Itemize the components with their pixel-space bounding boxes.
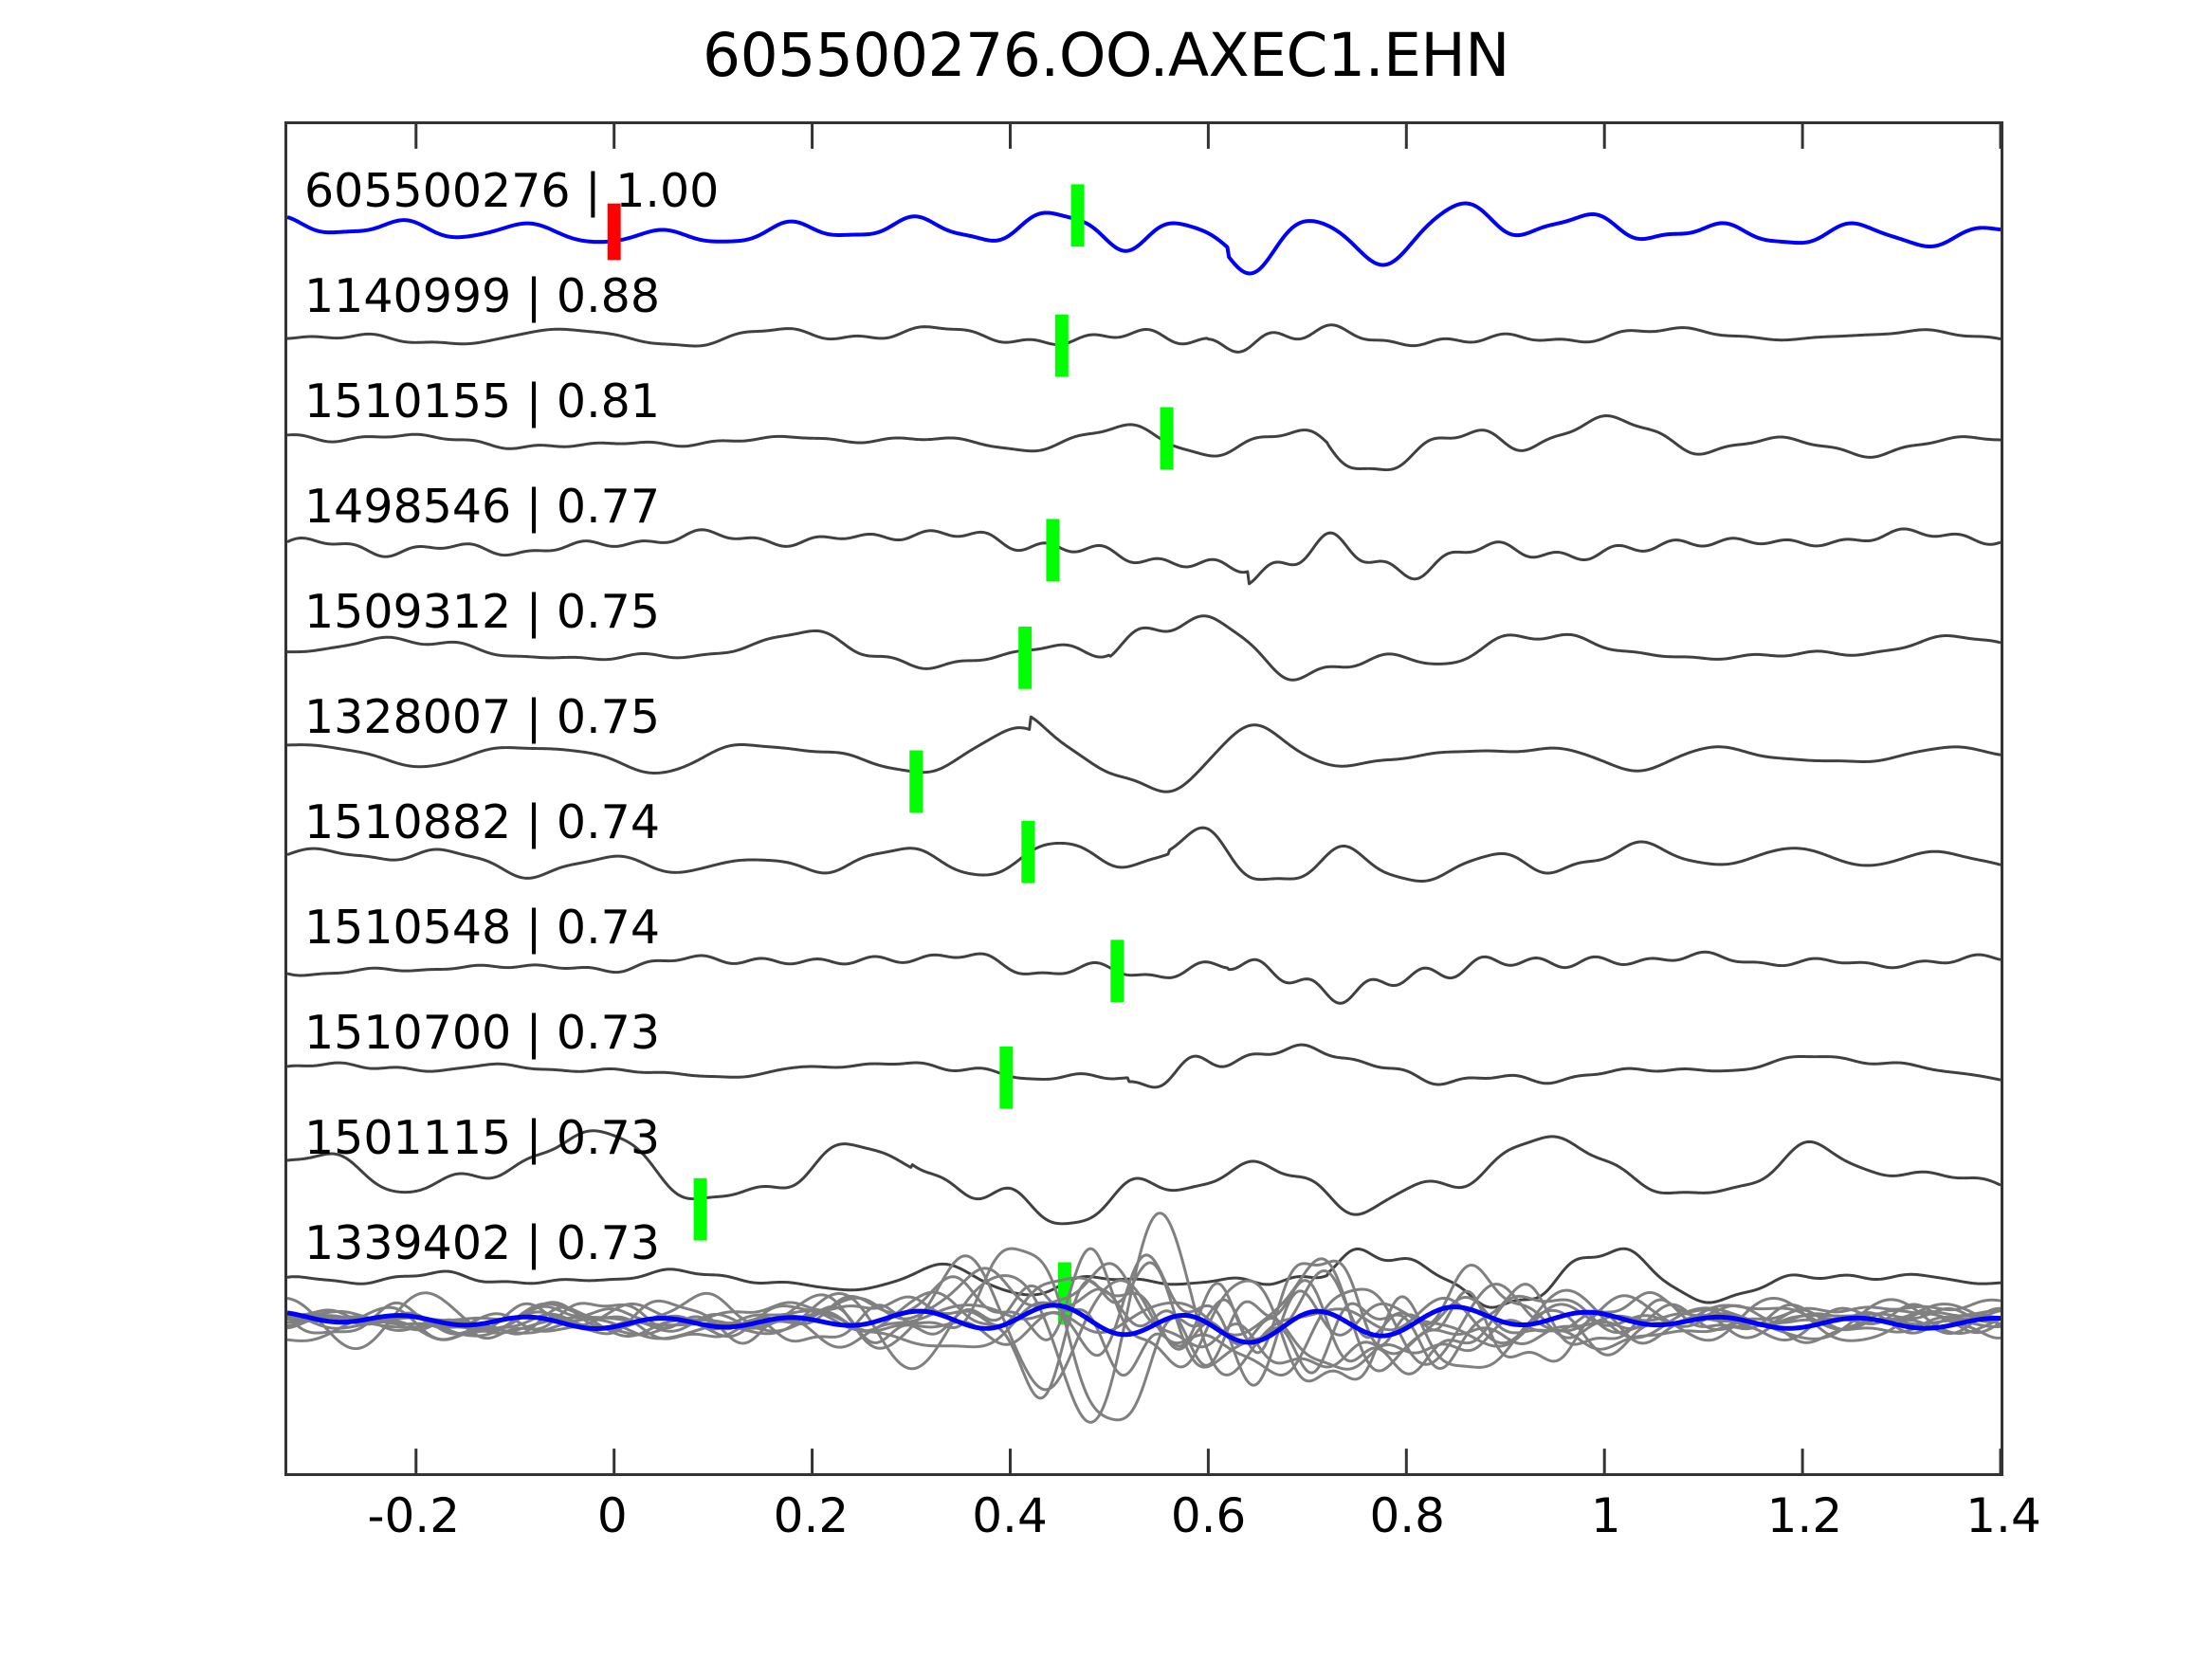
waveform-trace-1510548 (287, 950, 2001, 1005)
waveform-trace-1498546 (287, 527, 2001, 586)
plot-area: 605500276 | 1.00 1140999 | 0.88 1510155 | … (284, 121, 2003, 1476)
pick-marker-1510548 (1110, 939, 1124, 1003)
pick-marker-1510882 (1021, 820, 1035, 884)
x-tick-label: 0 (596, 1488, 628, 1543)
x-tick-label: 0.6 (1170, 1488, 1247, 1543)
x-axis-tick-labels: -0.2 0 0.2 0.4 0.6 0.8 1 1.2 1.4 (284, 1488, 2040, 1555)
stack-gray-trace (287, 1254, 2001, 1392)
x-tick-label: -0.2 (367, 1488, 461, 1543)
pick-marker-1510155 (1160, 407, 1174, 470)
waveform-trace-1328007 (287, 715, 2001, 793)
pick-marker-1498546 (1046, 519, 1060, 582)
pick-marker-1509312 (1018, 627, 1033, 689)
stack-gray-trace (287, 1212, 2001, 1424)
waveform-trace-1510155 (287, 414, 2001, 472)
pick-marker-605500276 (1070, 184, 1085, 247)
waveform-trace-1140999 (287, 323, 2001, 354)
waveform-trace-1509312 (287, 614, 2001, 682)
waveform-trace-1510882 (287, 826, 2001, 883)
x-tick-label: 0.8 (1369, 1488, 1445, 1543)
pick-marker-1501115 (693, 1177, 707, 1241)
waveform-trace-1501115 (287, 1129, 2001, 1226)
stack-gray-trace (287, 1262, 2001, 1369)
origin-marker-605500276 (607, 203, 621, 261)
stack-gray-trace (287, 1279, 2001, 1376)
x-tick-label: 1.4 (1965, 1488, 2041, 1543)
x-tick-label: 1.2 (1766, 1488, 1843, 1543)
waveform-canvas (287, 124, 2001, 1473)
x-tick-label: 1 (1590, 1488, 1621, 1543)
stack-blue-trace (287, 1303, 2001, 1345)
waveform-trace-605500276 (287, 201, 2001, 276)
waveform-trace-1339402 (287, 1247, 2001, 1309)
pick-marker-1140999 (1054, 314, 1069, 377)
pick-marker-1510700 (999, 1046, 1014, 1109)
stack-gray-trace (287, 1261, 2001, 1400)
pick-marker-1328007 (909, 750, 923, 813)
x-tick-label: 0.2 (773, 1488, 850, 1543)
x-tick-label: 0.4 (972, 1488, 1048, 1543)
stack-gray-trace (287, 1247, 2001, 1422)
page-title: 605500276.OO.AXEC1.EHN (703, 21, 1509, 90)
waveform-trace-1510700 (287, 1043, 2001, 1089)
